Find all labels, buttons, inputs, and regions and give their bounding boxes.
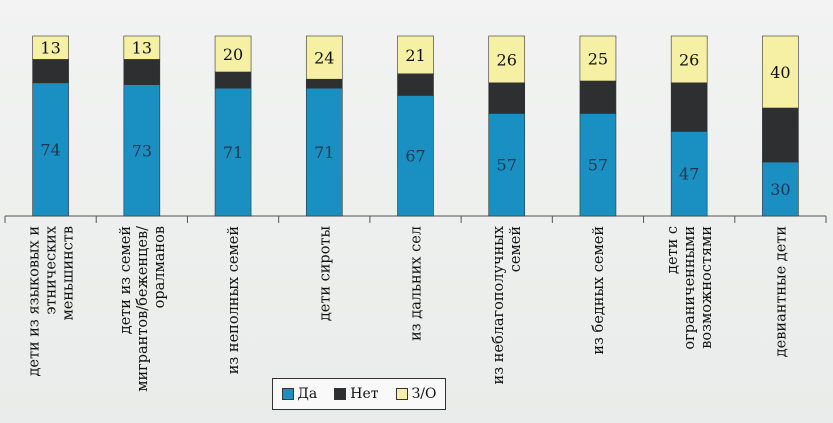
- category-label-line: семей: [508, 226, 524, 272]
- category-label-line: меньшинств: [61, 226, 77, 321]
- data-label: 13: [40, 39, 60, 58]
- category-label: дети сироты: [317, 226, 333, 322]
- legend-label-zo: З/О: [411, 386, 437, 402]
- category-label: дети из языковых и этнических меньшинств: [27, 226, 77, 377]
- category-label: из неблагополучных семей: [491, 226, 524, 384]
- legend-label-da: Да: [297, 386, 318, 402]
- bar-segment-Да: [305, 87, 343, 217]
- bar-segment-Да: [488, 113, 526, 217]
- data-label: 47: [679, 165, 699, 184]
- data-label: 74: [40, 140, 60, 159]
- bar-segment-З/О: [670, 35, 708, 84]
- bar-segment-Нет: [123, 59, 161, 85]
- bar-segment-Да: [123, 84, 161, 217]
- category-label-line: мигрантов/беженцев/: [135, 226, 151, 392]
- category-label: из дальних сел: [409, 226, 425, 341]
- data-label: 13: [132, 39, 152, 58]
- bar-segment-Нет: [305, 78, 343, 89]
- bar-segment-Да: [762, 161, 799, 217]
- data-label: 20: [223, 45, 243, 64]
- legend-item-zo: З/О: [395, 386, 437, 402]
- legend-swatch-da: [281, 388, 294, 400]
- category-label-line: из бедных семей: [591, 226, 607, 355]
- legend-item-da: Да: [281, 386, 318, 402]
- legend: Да Нет З/О: [272, 378, 446, 410]
- legend-label-net: Нет: [350, 386, 379, 402]
- category-label: из неполных семей: [226, 226, 242, 374]
- data-label: 21: [405, 46, 425, 65]
- category-label-line: из дальних сел: [409, 226, 425, 341]
- data-label: 67: [405, 147, 425, 166]
- data-label: 26: [679, 50, 699, 69]
- category-label-line: дети из семей: [118, 226, 134, 334]
- data-label: 40: [770, 63, 790, 82]
- data-label: 57: [497, 156, 517, 175]
- category-label-line: дети сироты: [317, 226, 333, 322]
- data-label: 71: [223, 143, 243, 162]
- data-label: 26: [497, 50, 517, 69]
- data-label: 57: [588, 156, 608, 175]
- bar-segment-Да: [670, 131, 708, 217]
- bar-segment-З/О: [123, 35, 161, 60]
- legend-swatch-net: [334, 388, 347, 400]
- category-label-line: девиантные дети: [773, 226, 789, 357]
- bar-segment-Нет: [579, 80, 617, 114]
- category-label-line: этнических: [44, 226, 60, 315]
- data-label: 24: [314, 49, 334, 68]
- category-label-line: возможностями: [699, 226, 715, 349]
- category-label-line: из неблагополучных: [491, 226, 507, 384]
- bar-segment-Нет: [488, 82, 526, 114]
- category-label: дети из семей мигрантов/беженцев/оралмано…: [118, 226, 168, 392]
- bar-segment-З/О: [397, 35, 434, 75]
- bar-segment-З/О: [305, 35, 343, 80]
- bar-segment-З/О: [762, 35, 799, 109]
- category-label: дети с ограниченными возможностями: [665, 226, 715, 350]
- bar-segment-Нет: [397, 73, 434, 96]
- bar-segment-Нет: [762, 107, 799, 163]
- category-label-line: ограниченными: [682, 226, 698, 350]
- bar-segment-Да: [32, 82, 69, 217]
- bar-segment-Нет: [32, 59, 69, 84]
- legend-swatch-zo: [395, 388, 408, 400]
- category-label-line: дети из языковых и: [27, 226, 43, 377]
- category-label: девиантные дети: [773, 226, 789, 357]
- bar-segment-Нет: [214, 71, 252, 89]
- bar-segment-З/О: [579, 35, 617, 82]
- category-label: из бедных семей: [591, 226, 607, 355]
- data-label: 25: [588, 50, 608, 69]
- bar-segment-Да: [579, 113, 617, 217]
- data-label: 30: [770, 180, 790, 199]
- bar-segment-Нет: [670, 82, 708, 132]
- category-label-line: дети с: [665, 226, 681, 274]
- data-label: 73: [132, 141, 152, 160]
- bar-segment-З/О: [488, 35, 526, 84]
- data-label: 71: [314, 143, 334, 162]
- bar-segment-З/О: [32, 35, 69, 60]
- bar-segment-З/О: [214, 35, 252, 73]
- category-label-line: оралманов: [152, 226, 168, 308]
- bar-segment-Да: [214, 87, 252, 217]
- legend-item-net: Нет: [334, 386, 379, 402]
- category-label-line: из неполных семей: [226, 226, 242, 374]
